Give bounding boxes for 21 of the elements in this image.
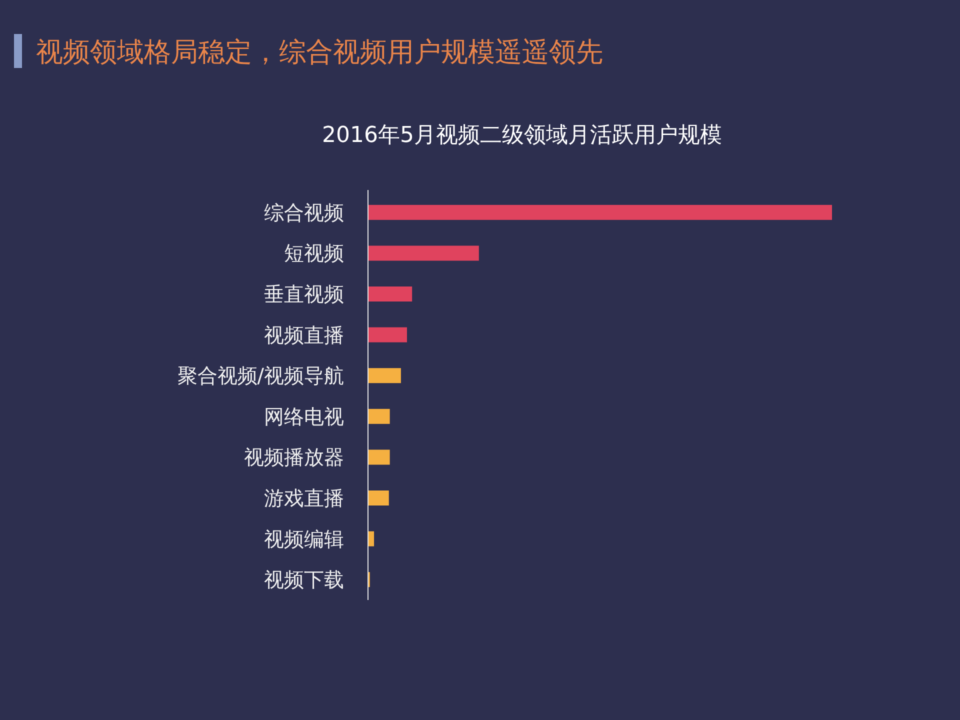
y-tick-label: 视频编辑: [264, 526, 344, 551]
y-tick-label: 网络电视: [264, 404, 344, 428]
y-tick-label: 聚合视频/视频导航: [177, 364, 344, 388]
y-tick-label: 视频下载: [264, 568, 344, 592]
y-tick-label: 短视频: [284, 241, 344, 266]
bar: [368, 204, 832, 220]
y-tick-label: 视频直播: [264, 322, 344, 347]
bar: [368, 286, 412, 302]
chart-subtitle: 2016年5月视频二级领域月活跃用户规模: [322, 123, 722, 148]
bar: [368, 450, 390, 465]
y-tick-label: 游戏直播: [264, 486, 344, 510]
bar: [368, 531, 374, 546]
bar: [368, 490, 389, 506]
bar: [368, 246, 479, 261]
chart-title: 视频领域格局稳定，综合视频用户规模遥遥领先: [36, 37, 603, 68]
y-tick-label: 视频播放器: [244, 445, 344, 470]
y-tick-label: 综合视频: [264, 200, 344, 224]
bar: [368, 408, 390, 424]
bar: [368, 327, 407, 342]
bar: [368, 368, 401, 384]
y-tick-label: 垂直视频: [264, 282, 344, 306]
